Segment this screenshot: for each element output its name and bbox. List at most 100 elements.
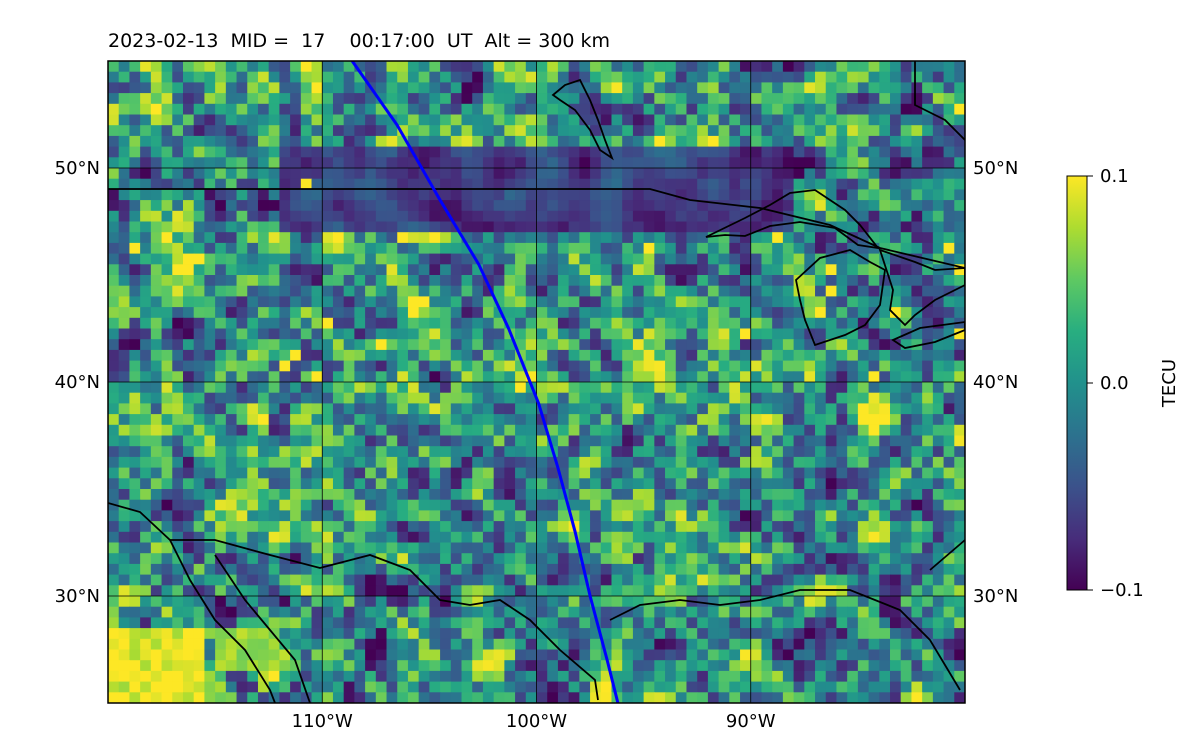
heatmap-cell xyxy=(857,467,870,479)
heatmap-cell xyxy=(290,521,302,533)
heatmap-cell xyxy=(161,71,173,83)
heatmap-cell xyxy=(836,510,848,522)
heatmap-cell xyxy=(557,125,570,137)
heatmap-cell xyxy=(879,210,891,223)
heatmap-cell xyxy=(504,178,516,190)
heatmap-cell xyxy=(729,135,741,148)
heatmap-cell xyxy=(847,71,859,83)
heatmap-cell xyxy=(279,125,291,137)
heatmap-cell xyxy=(900,296,913,308)
heatmap-cell xyxy=(600,221,613,233)
heatmap-cell xyxy=(440,638,452,651)
heatmap-cell xyxy=(890,510,902,522)
heatmap-cell xyxy=(482,628,495,640)
heatmap-cell xyxy=(665,82,677,94)
heatmap-cell xyxy=(343,596,355,608)
heatmap-cell xyxy=(772,521,784,533)
heatmap-cell xyxy=(954,435,965,447)
heatmap-cell xyxy=(172,414,184,426)
heatmap-cell xyxy=(793,189,805,201)
heatmap-cell xyxy=(108,414,120,426)
heatmap-cell xyxy=(740,328,752,340)
heatmap-cell xyxy=(547,200,559,212)
heatmap-cell xyxy=(890,360,902,372)
heatmap-cell xyxy=(429,382,441,394)
heatmap-cell xyxy=(622,478,634,490)
heatmap-cell xyxy=(740,317,752,330)
heatmap-cell xyxy=(332,285,345,297)
heatmap-cell xyxy=(150,61,163,73)
heatmap-cell xyxy=(150,638,163,651)
heatmap-cell xyxy=(386,414,398,426)
heatmap-cell xyxy=(697,382,709,394)
heatmap-cell xyxy=(525,285,538,297)
heatmap-cell xyxy=(450,103,463,116)
heatmap-cell xyxy=(375,93,388,105)
heatmap-cell xyxy=(268,446,280,458)
heatmap-cell xyxy=(868,670,880,683)
heatmap-cell xyxy=(900,574,913,586)
heatmap-cell xyxy=(172,596,184,608)
heatmap-cell xyxy=(515,563,527,576)
heatmap-cell xyxy=(279,596,291,608)
heatmap-cell xyxy=(922,478,934,490)
heatmap-cell xyxy=(782,242,795,255)
heatmap-cell xyxy=(343,638,355,651)
heatmap-cell xyxy=(172,328,184,340)
heatmap-cell xyxy=(472,424,484,437)
heatmap-cell xyxy=(354,489,366,501)
heatmap-cell xyxy=(557,456,570,469)
heatmap-cell xyxy=(311,103,323,116)
heatmap-cell xyxy=(247,649,259,661)
heatmap-cell xyxy=(161,660,173,672)
heatmap-cell xyxy=(279,93,291,105)
heatmap-cell xyxy=(847,82,859,94)
heatmap-cell xyxy=(140,585,152,597)
heatmap-cell xyxy=(632,125,645,137)
heatmap-cell xyxy=(911,692,923,703)
heatmap-cell xyxy=(793,617,805,629)
heatmap-cell xyxy=(825,317,838,330)
heatmap-cell xyxy=(547,253,559,265)
heatmap-cell xyxy=(868,135,880,148)
heatmap-cell xyxy=(611,628,623,640)
heatmap-cell xyxy=(375,585,388,597)
heatmap-cell xyxy=(772,403,784,415)
heatmap-cell xyxy=(707,232,720,244)
heatmap-cell xyxy=(932,670,945,683)
heatmap-cell xyxy=(879,670,891,683)
heatmap-cell xyxy=(911,317,923,330)
heatmap-cell xyxy=(611,574,623,586)
heatmap-cell xyxy=(879,285,891,297)
heatmap-cell xyxy=(707,446,720,458)
heatmap-cell xyxy=(375,339,388,351)
heatmap-cell xyxy=(504,242,516,255)
heatmap-cell xyxy=(504,307,516,319)
heatmap-cell xyxy=(493,563,505,576)
heatmap-cell xyxy=(365,446,377,458)
heatmap-cell xyxy=(932,339,945,351)
heatmap-cell xyxy=(686,531,698,544)
heatmap-cell xyxy=(890,178,902,190)
heatmap-cell xyxy=(697,168,709,180)
heatmap-cell xyxy=(815,403,827,415)
heatmap-cell xyxy=(182,489,195,501)
heatmap-cell xyxy=(461,135,473,148)
heatmap-cell xyxy=(482,253,495,265)
heatmap-cell xyxy=(472,574,484,586)
heatmap-cell xyxy=(279,574,291,586)
heatmap-cell xyxy=(482,221,495,233)
heatmap-cell xyxy=(718,242,730,255)
heatmap-cell xyxy=(140,232,152,244)
heatmap-cell xyxy=(279,339,291,351)
heatmap-cell xyxy=(108,563,120,576)
heatmap-cell xyxy=(686,446,698,458)
heatmap-cell xyxy=(643,670,655,683)
heatmap-cell xyxy=(322,135,334,148)
heatmap-cell xyxy=(729,242,741,255)
heatmap-cell xyxy=(943,242,955,255)
heatmap-cell xyxy=(407,210,420,223)
heatmap-cell xyxy=(750,339,763,351)
heatmap-cell xyxy=(440,307,452,319)
heatmap-cell xyxy=(375,135,388,148)
